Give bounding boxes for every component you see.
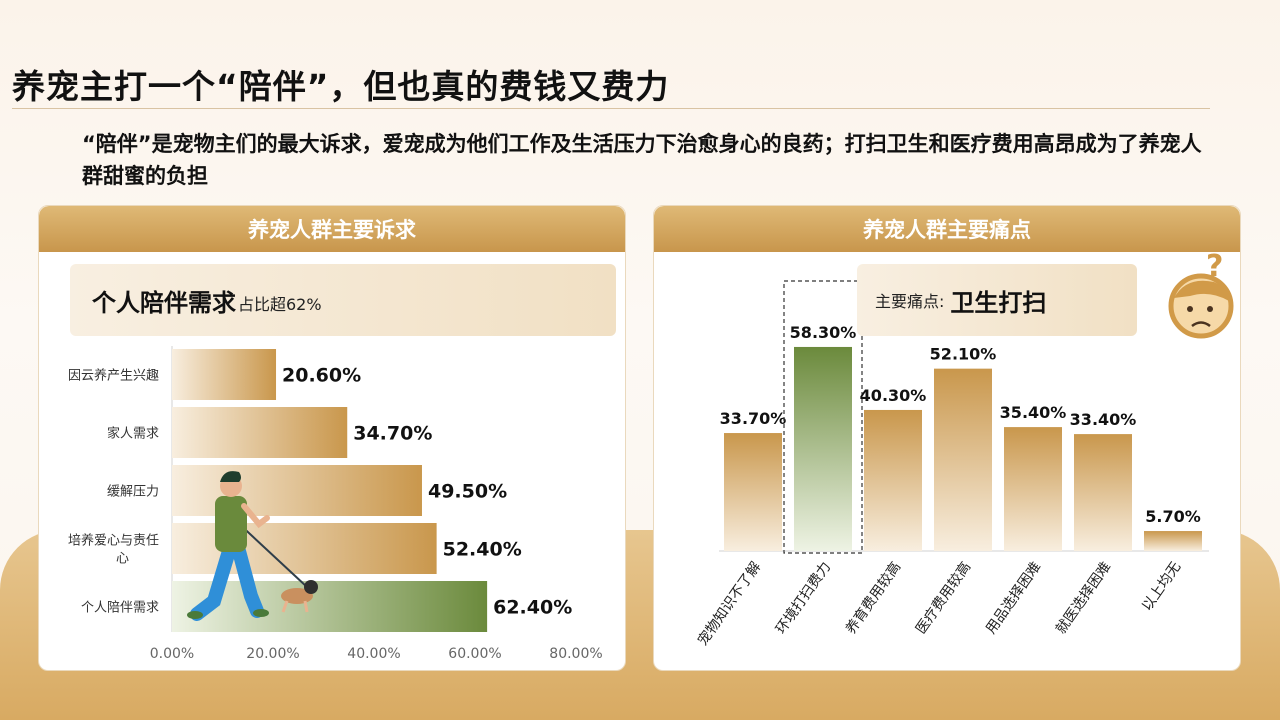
x-tick-1: 20.00%: [246, 646, 299, 662]
x-tick-0: 0.00%: [150, 646, 194, 662]
category-label-1: 家人需求: [107, 426, 159, 442]
highlight-sub-text: 占比超62%: [238, 295, 322, 314]
bar-1: [172, 407, 348, 458]
value-label-6: 5.70%: [1145, 507, 1201, 526]
svg-text:?: ?: [1206, 249, 1223, 284]
pain-value: 卫生打扫: [950, 288, 1047, 317]
pain-highlight: 主要痛点: 卫生打扫: [857, 264, 1137, 336]
title-divider: [12, 108, 1210, 109]
category-label-1: 环境打扫费力: [772, 559, 834, 638]
category-label-3: 培养爱心与责任心: [68, 533, 159, 567]
bar-0: [172, 349, 277, 400]
bar-2: [864, 409, 922, 551]
demands-panel-header: 养宠人群主要诉求: [39, 206, 625, 252]
category-label-0: 因云养产生兴趣: [68, 368, 159, 384]
value-label-0: 20.60%: [282, 365, 361, 387]
value-label-4: 35.40%: [1000, 403, 1067, 422]
bar-3: [172, 523, 437, 574]
category-label-0: 宠物知识不了解: [694, 559, 764, 649]
category-label-2: 养育费用较高: [842, 559, 904, 638]
category-label-3: 医疗费用较高: [912, 559, 974, 638]
bar-6: [1144, 531, 1202, 551]
bar-0: [724, 433, 782, 551]
value-label-3: 52.40%: [443, 539, 522, 561]
category-label-6: 以上均无: [1139, 559, 1184, 614]
value-label-3: 52.10%: [930, 345, 997, 364]
demands-panel: 养宠人群主要诉求 个人陪伴需求 占比超62% 因云养产生兴趣 20.60% 家人需求…: [38, 205, 626, 671]
bar-1: [794, 346, 852, 551]
value-label-1: 58.30%: [790, 323, 857, 342]
category-label-4: 用品选择困难: [983, 559, 1044, 637]
pain-points-panel-header: 养宠人群主要痛点: [654, 206, 1240, 252]
value-label-2: 49.50%: [428, 481, 507, 503]
x-tick-4: 80.00%: [549, 646, 602, 662]
page-title: 养宠主打一个“陪伴”，但也真的费钱又费力: [12, 67, 670, 106]
pain-points-panel: 养宠人群主要痛点 33.70% 宠物知识不了解 58.30% 环境打扫费力 40.30%…: [653, 205, 1241, 671]
page-subtitle: “陪伴”是宠物主们的最大诉求，爱宠成为他们工作及生活压力下治愈身心的良药；打扫卫…: [82, 132, 1202, 188]
dog-walker-illustration: [187, 471, 318, 621]
bar-5: [1074, 434, 1132, 551]
x-tick-3: 60.00%: [448, 646, 501, 662]
pain-label: 主要痛点:: [875, 292, 945, 311]
highlight-dashed-frame: [783, 280, 863, 554]
bar-3: [934, 368, 992, 551]
demands-bar-chart: 因云养产生兴趣 20.60% 家人需求 34.70% 缓解压力 49.50% 培养爱心与责任…: [68, 346, 603, 662]
value-label-1: 34.70%: [353, 423, 432, 445]
category-label-4: 个人陪伴需求: [81, 601, 159, 616]
value-label-5: 33.40%: [1070, 410, 1137, 429]
category-label-5: 就医选择困难: [1053, 559, 1114, 637]
pain-points-bar-chart: 33.70% 宠物知识不了解 58.30% 环境打扫费力 40.30% 养育费用较高 52.…: [694, 249, 1234, 649]
worried-face-icon: ?: [1168, 249, 1234, 339]
value-label-4: 62.40%: [493, 597, 572, 619]
category-label-2: 缓解压力: [107, 485, 159, 500]
bar-4: [1004, 427, 1062, 551]
highlight-main-text: 个人陪伴需求: [92, 288, 236, 317]
x-tick-2: 40.00%: [347, 646, 400, 662]
bar-2: [172, 465, 422, 516]
value-label-0: 33.70%: [720, 409, 787, 428]
value-label-2: 40.30%: [860, 386, 927, 405]
demands-highlight: 个人陪伴需求 占比超62%: [70, 264, 616, 336]
